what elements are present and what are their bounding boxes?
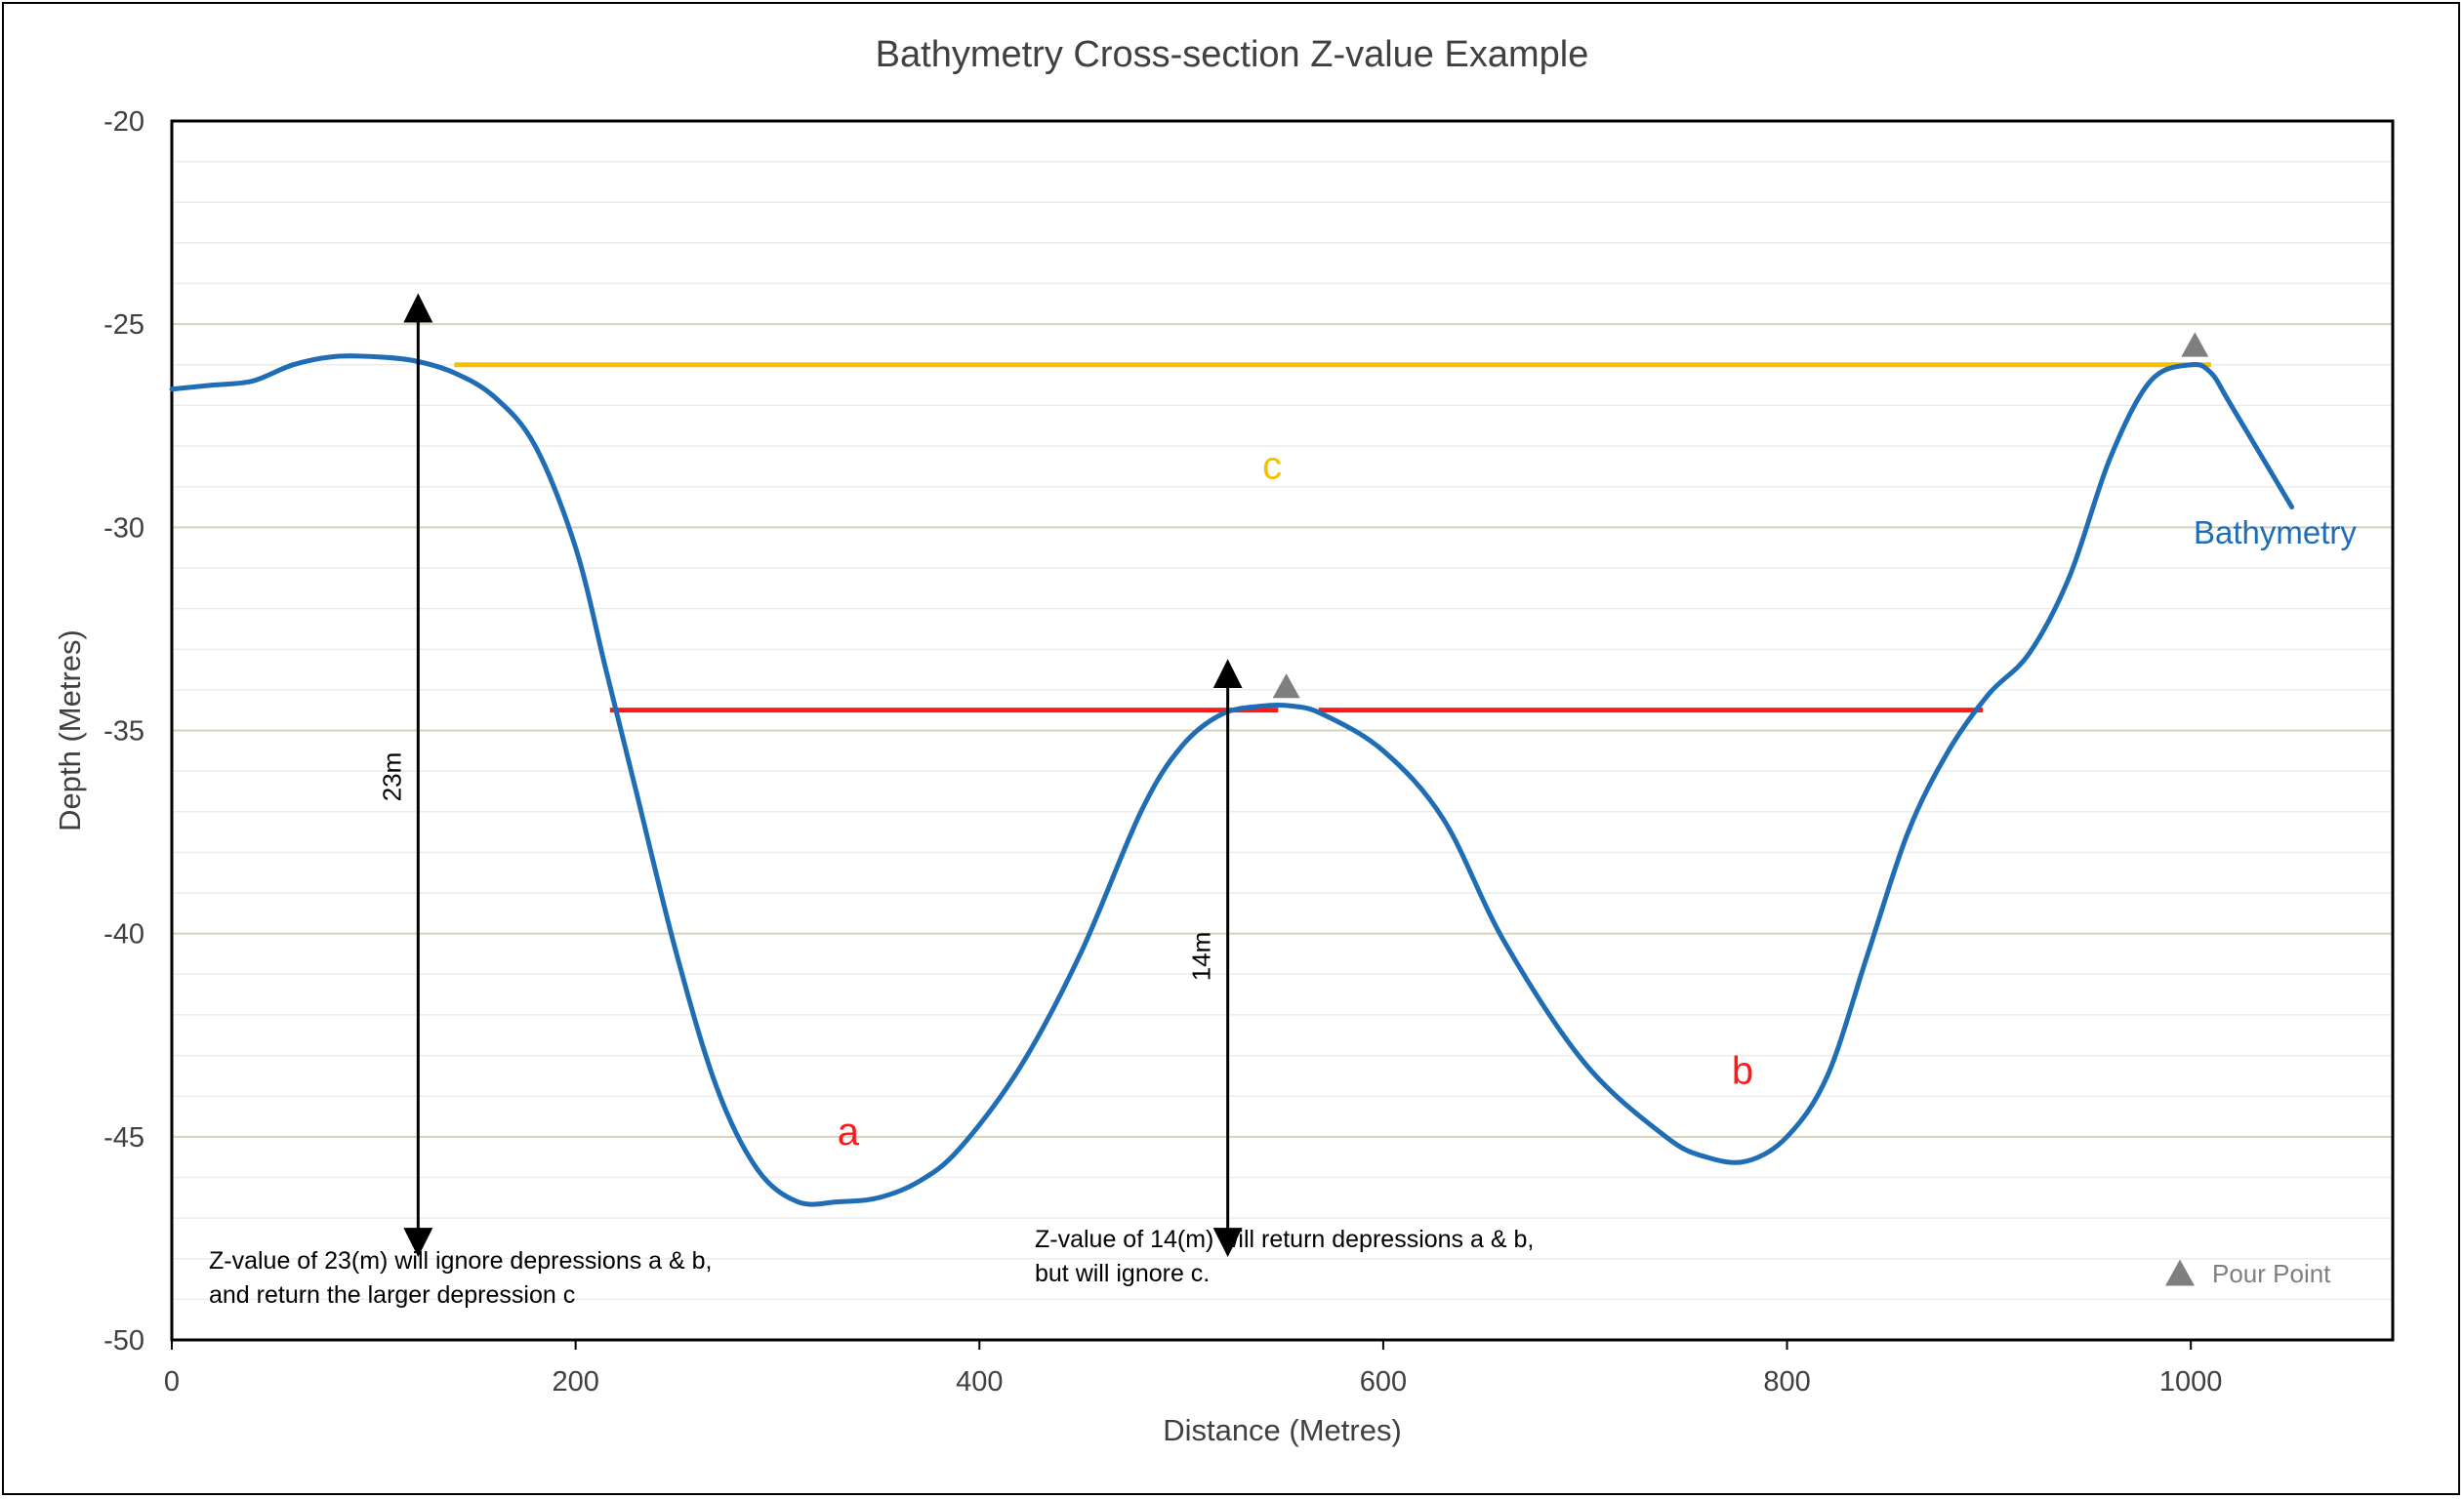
y-tick-label: -50 [103,1325,144,1357]
x-axis-title: Distance (Metres) [1163,1413,1402,1447]
y-tick-label: -20 [103,106,144,138]
major-gridlines [172,323,2393,1138]
x-tick-label: 200 [552,1366,598,1398]
pour-point-marker [1272,673,1300,699]
pour-point-marker [2181,332,2209,357]
annotations: Z-value of 23(m) will ignore depressions… [209,1226,1534,1309]
chart-title: Bathymetry Cross-section Z-value Example [876,34,1589,75]
dimension-arrows: 23m 14m [377,293,1243,1258]
bathymetry-line [169,353,2295,1207]
depression-levels: c a b [454,362,2211,1154]
depression-c-label: c [1262,444,1282,487]
y-tick-label: -30 [103,512,144,544]
y-axis-ticks: -20 -25 -30 -35 -40 -45 -50 [103,106,144,1357]
x-axis-ticks: 0 200 400 600 800 1000 [164,1340,2223,1398]
x-tick-label: 0 [164,1366,180,1398]
bathymetry-series-label: Bathymetry [2194,514,2357,550]
y-tick-label: -25 [103,309,144,341]
dimension-label: 23m [377,752,406,802]
y-tick-label: -35 [103,716,144,748]
annotation-line: and return the larger depression c [209,1281,575,1309]
annotation-line: Z-value of 23(m) will ignore depressions… [209,1247,713,1275]
x-tick-label: 400 [956,1366,1003,1398]
legend: Pour Point [2165,1259,2331,1288]
legend-pour-point-icon [2165,1259,2195,1286]
dimension-label: 14m [1187,932,1216,982]
legend-pour-point-label: Pour Point [2212,1259,2331,1288]
pour-points [1272,332,2209,699]
bathymetry-series: Bathymetry [169,353,2357,1207]
annotation-line: Z-value of 14(m) will return depressions… [1035,1226,1534,1253]
y-tick-label: -45 [103,1122,144,1154]
depression-b-label: b [1732,1050,1753,1093]
x-tick-label: 800 [1763,1366,1810,1398]
annotation-line: but will ignore c. [1035,1260,1210,1287]
depression-a-label: a [838,1111,860,1154]
y-axis-title: Depth (Metres) [53,629,87,831]
y-tick-label: -40 [103,919,144,951]
x-tick-label: 1000 [2159,1366,2223,1398]
plot-area-border [170,119,2395,1342]
x-tick-label: 600 [1360,1366,1407,1398]
